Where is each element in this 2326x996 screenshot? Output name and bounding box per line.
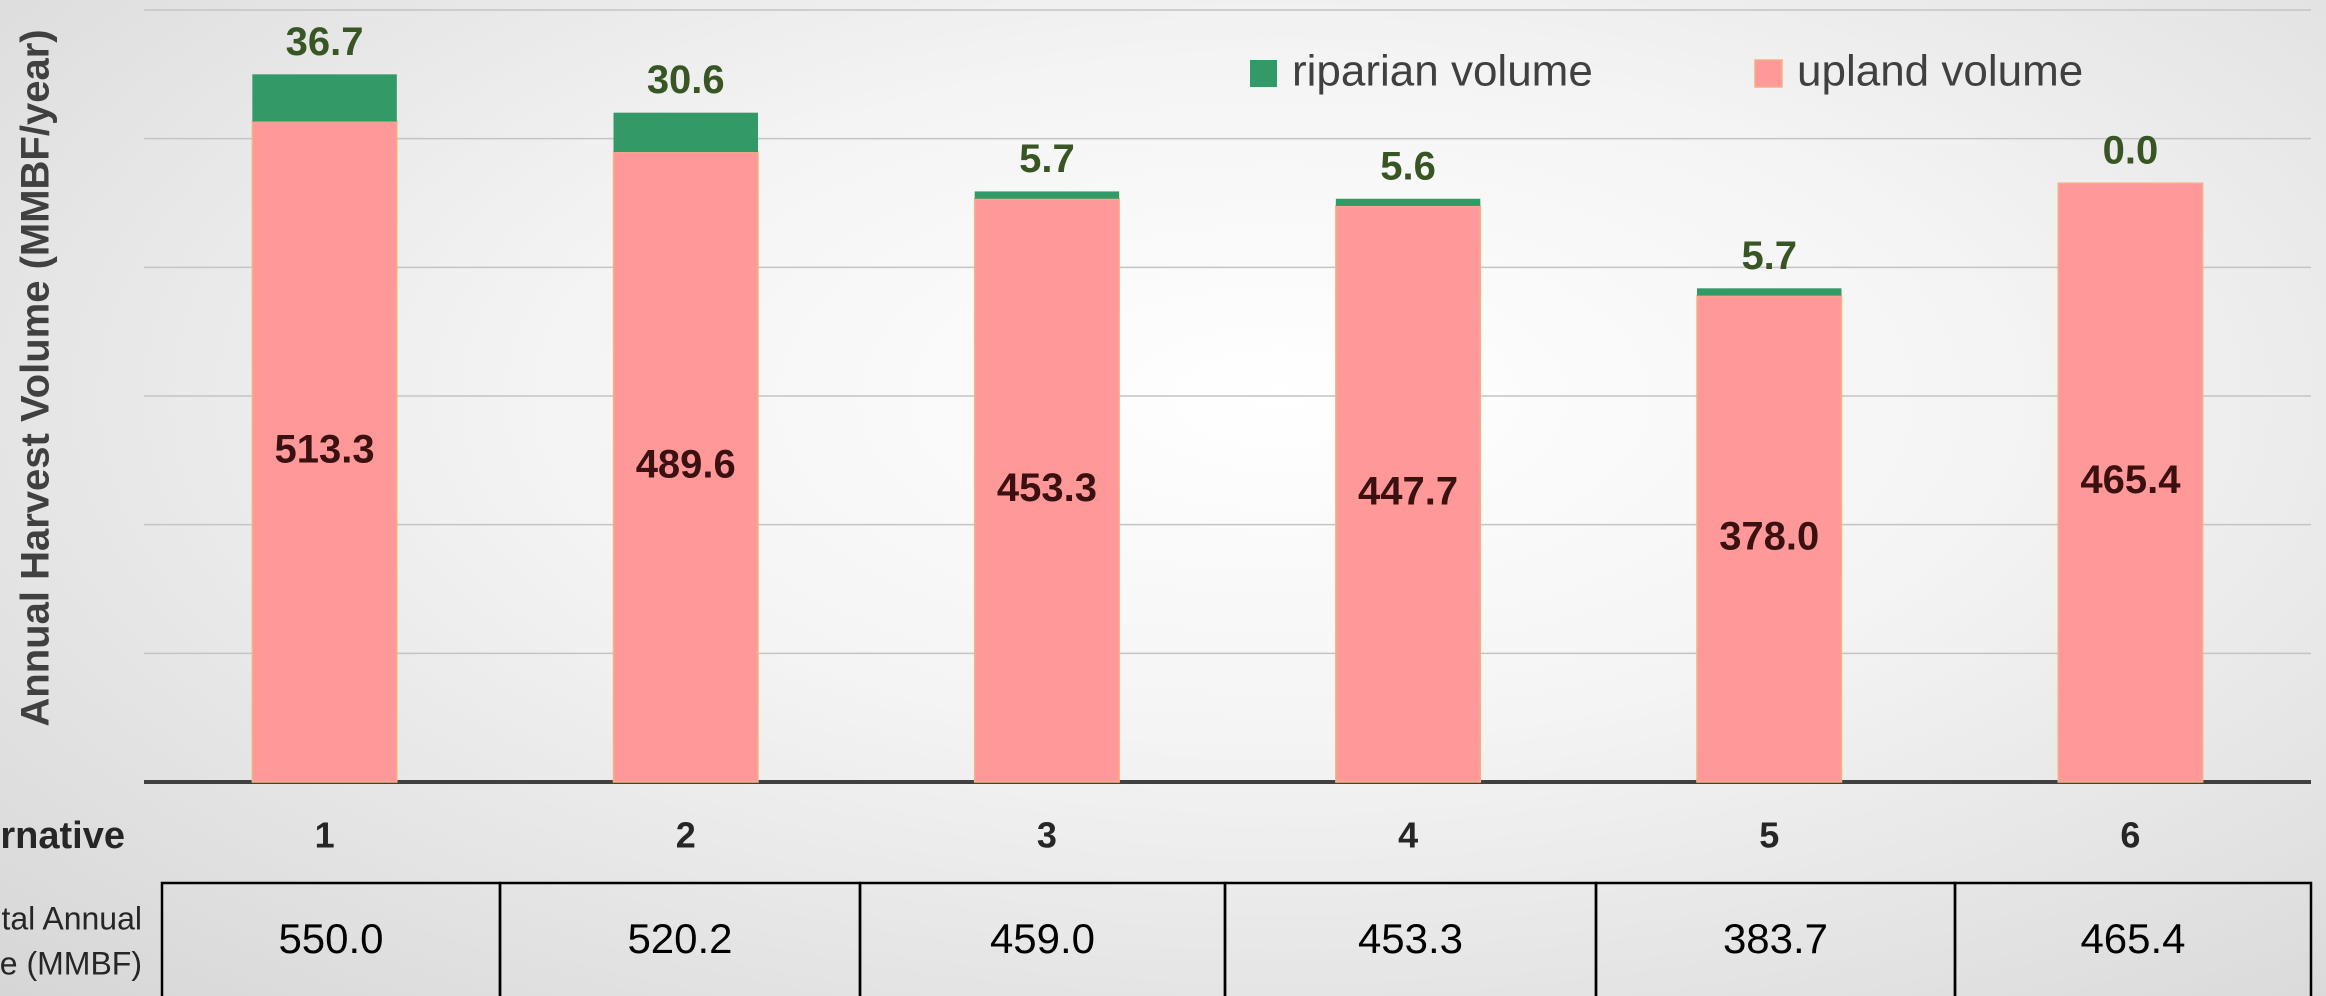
bar-segment (613, 112, 758, 153)
table-row-label: e (MMBF) (0, 945, 142, 981)
data-label: 5.7 (1019, 137, 1075, 181)
table-value: 453.3 (1358, 915, 1463, 962)
x-tick-label: 3 (1037, 815, 1057, 856)
table-value: 520.2 (627, 915, 732, 962)
x-tick-label: 5 (1759, 815, 1779, 856)
x-tick-label: 1 (315, 815, 335, 856)
table-value: 459.0 (990, 915, 1095, 962)
bar-segment (1696, 294, 1843, 783)
table-row-label: tal Annual (1, 900, 142, 936)
bar-segment (251, 120, 398, 783)
bar-segment (612, 151, 759, 783)
data-label: 36.7 (286, 20, 364, 64)
legend-swatch (1250, 60, 1277, 87)
data-label: 447.7 (1358, 470, 1458, 514)
bar-segment (1335, 205, 1482, 783)
bar-segment (974, 191, 1120, 199)
bar-segment (2057, 182, 2204, 783)
table-value: 383.7 (1723, 915, 1828, 962)
table-value: 550.0 (278, 915, 383, 962)
bar-segment (1335, 198, 1481, 206)
x-tick-label: 4 (1398, 815, 1418, 856)
data-label: 5.6 (1380, 144, 1436, 188)
legend-label: riparian volume (1292, 47, 1593, 96)
data-label: 378.0 (1719, 514, 1819, 558)
table-value: 465.4 (2080, 915, 2185, 962)
table-cell (1953, 881, 2313, 996)
data-label: 30.6 (647, 58, 725, 102)
legend-swatch (1754, 59, 1783, 88)
y-axis-label: Annual Harvest Volume (MMBF/year) (14, 29, 58, 726)
data-label: 0.0 (2103, 129, 2159, 173)
legend-label: upland volume (1797, 47, 2083, 96)
data-label: 453.3 (997, 466, 1097, 510)
x-axis-label: rnative (0, 815, 125, 857)
bar-segment (973, 198, 1120, 783)
x-tick-label: 6 (2120, 815, 2140, 856)
data-label: 489.6 (636, 443, 736, 487)
data-label: 513.3 (275, 427, 375, 471)
data-label: 465.4 (2080, 458, 2181, 502)
bar-segment (1697, 288, 1842, 296)
x-tick-label: 2 (676, 815, 696, 856)
data-label: 5.7 (1741, 234, 1797, 278)
bar-segment (252, 74, 397, 122)
